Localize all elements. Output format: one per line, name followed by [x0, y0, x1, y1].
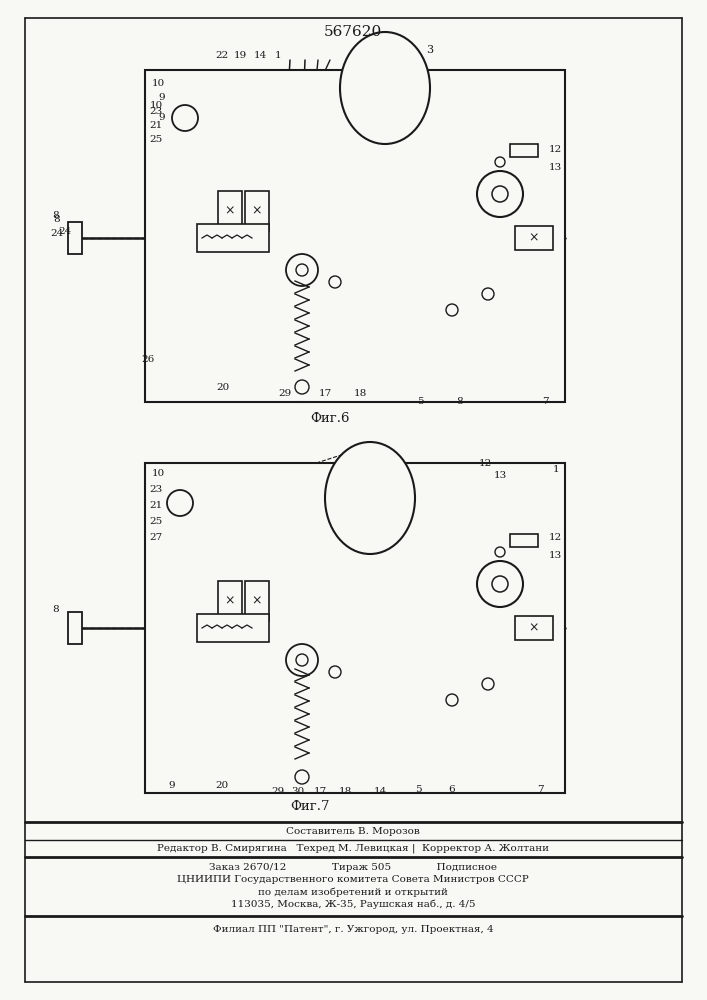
Circle shape	[482, 678, 494, 690]
Text: Филиал ПП "Патент", г. Ужгород, ул. Проектная, 4: Филиал ПП "Патент", г. Ужгород, ул. Прое…	[213, 926, 493, 934]
Circle shape	[295, 770, 309, 784]
Text: 13: 13	[549, 162, 561, 172]
Text: 27: 27	[150, 532, 163, 542]
Ellipse shape	[340, 32, 430, 144]
Bar	[510, 534, 538, 547]
Text: 20: 20	[216, 382, 230, 391]
Text: 30: 30	[291, 788, 305, 796]
Text: 9: 9	[158, 113, 165, 122]
Text: 14: 14	[373, 788, 387, 796]
Bar	[510, 144, 538, 157]
Circle shape	[286, 644, 318, 676]
Text: 12: 12	[549, 534, 561, 542]
Text: ×: ×	[252, 594, 262, 607]
Text: 22: 22	[216, 50, 228, 60]
Bar	[245, 191, 269, 231]
Text: 10: 10	[152, 468, 165, 478]
Bar	[145, 463, 565, 793]
Text: 18: 18	[339, 788, 351, 796]
Text: 12: 12	[479, 458, 491, 468]
Ellipse shape	[325, 442, 415, 554]
Text: Заказ 2670/12              Тираж 505              Подписное: Заказ 2670/12 Тираж 505 Подписное	[209, 862, 497, 871]
Text: 12: 12	[549, 144, 561, 153]
Text: 24: 24	[59, 227, 71, 235]
Text: 24: 24	[50, 229, 64, 237]
Text: ЦНИИПИ Государственного комитета Совета Министров СССР: ЦНИИПИ Государственного комитета Совета …	[177, 876, 529, 884]
Text: 29: 29	[279, 389, 291, 398]
Text: ×: ×	[529, 621, 539, 635]
Bar	[218, 191, 242, 231]
Text: 21: 21	[150, 120, 163, 129]
Circle shape	[446, 304, 458, 316]
Circle shape	[482, 288, 494, 300]
Circle shape	[492, 576, 508, 592]
Text: Фиг.6: Фиг.6	[310, 412, 350, 424]
Circle shape	[295, 380, 309, 394]
Circle shape	[329, 276, 341, 288]
Text: 5: 5	[416, 397, 423, 406]
Text: 567620: 567620	[324, 25, 382, 39]
Text: 25: 25	[150, 134, 163, 143]
Circle shape	[477, 561, 523, 607]
Text: 8: 8	[53, 212, 59, 221]
Circle shape	[296, 654, 308, 666]
Text: 21: 21	[150, 502, 163, 510]
Text: по делам изобретений и открытий: по делам изобретений и открытий	[258, 887, 448, 897]
Text: 23: 23	[150, 486, 163, 494]
Bar	[68, 612, 82, 644]
Text: 6: 6	[449, 786, 455, 794]
Circle shape	[167, 490, 193, 516]
Text: 7: 7	[542, 397, 549, 406]
Text: 8: 8	[54, 216, 60, 225]
Text: Редактор В. Смирягина   Техред М. Левицкая |  Корректор А. Жолтани: Редактор В. Смирягина Техред М. Левицкая…	[157, 843, 549, 853]
Text: 10: 10	[150, 101, 163, 109]
Circle shape	[286, 254, 318, 286]
Text: 13: 13	[493, 471, 507, 480]
Text: 9: 9	[169, 782, 175, 790]
Text: Фиг.7: Фиг.7	[291, 800, 329, 814]
Circle shape	[492, 186, 508, 202]
Text: 25: 25	[150, 516, 163, 526]
Circle shape	[495, 157, 505, 167]
Circle shape	[296, 264, 308, 276]
Text: 9: 9	[158, 93, 165, 102]
Circle shape	[172, 105, 198, 131]
Text: 10: 10	[152, 80, 165, 89]
Bar	[145, 70, 565, 402]
Text: ×: ×	[252, 205, 262, 218]
Text: ×: ×	[225, 205, 235, 218]
Text: 1: 1	[553, 466, 559, 475]
Text: 8: 8	[53, 605, 59, 614]
Text: 29: 29	[271, 788, 285, 796]
Text: 26: 26	[141, 356, 155, 364]
Text: ×: ×	[225, 594, 235, 607]
Bar	[515, 616, 553, 640]
Text: 1: 1	[275, 50, 281, 60]
Bar	[515, 226, 553, 250]
Text: Составитель В. Морозов: Составитель В. Морозов	[286, 826, 420, 836]
Bar	[197, 224, 269, 252]
Circle shape	[329, 666, 341, 678]
Text: 5: 5	[415, 786, 421, 794]
Text: 113035, Москва, Ж-35, Раушская наб., д. 4/5: 113035, Москва, Ж-35, Раушская наб., д. …	[230, 899, 475, 909]
Bar	[197, 614, 269, 642]
Text: 3: 3	[426, 45, 433, 55]
Bar	[68, 222, 82, 254]
Circle shape	[495, 547, 505, 557]
Text: 19: 19	[233, 50, 247, 60]
Text: 20: 20	[216, 782, 228, 790]
Text: 18: 18	[354, 388, 367, 397]
Text: 14: 14	[253, 50, 267, 60]
Text: 23: 23	[150, 106, 163, 115]
Text: 8: 8	[457, 397, 463, 406]
Text: ×: ×	[529, 232, 539, 244]
Circle shape	[446, 694, 458, 706]
Text: 13: 13	[549, 550, 561, 560]
Circle shape	[477, 171, 523, 217]
Text: 17: 17	[313, 788, 327, 796]
Bar	[218, 581, 242, 621]
Text: 17: 17	[318, 389, 332, 398]
Text: 7: 7	[537, 786, 543, 794]
Bar	[245, 581, 269, 621]
